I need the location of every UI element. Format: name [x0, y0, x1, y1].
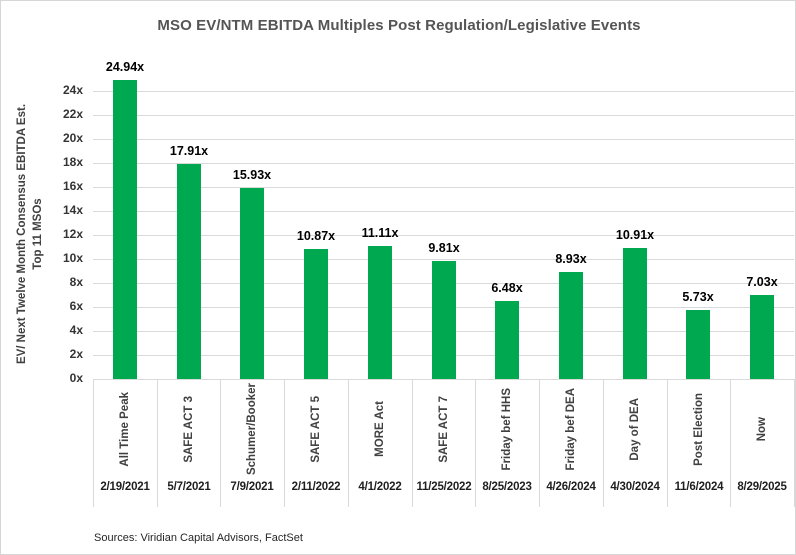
category-label: SAFE ACT 7 [438, 395, 450, 463]
bar-value-label: 10.87x [296, 228, 336, 243]
category-label: Day of DEA [629, 397, 641, 461]
category-cell: SAFE ACT 3 [157, 381, 221, 477]
bar [368, 245, 392, 379]
category-cell: Friday bef DEA [539, 381, 603, 477]
category-cell: SAFE ACT 7 [412, 381, 476, 477]
y-tick-label: 2x [69, 347, 83, 361]
y-tick-label: 6x [69, 299, 83, 313]
bar [686, 310, 710, 379]
gridline [93, 91, 794, 92]
category-cell-border [157, 379, 158, 507]
category-date-label: 11/6/2024 [674, 481, 724, 493]
category-cell: Friday bef HHS [475, 381, 539, 477]
category-cell: MORE Act [348, 381, 412, 477]
y-tick-label: 18x [62, 155, 83, 169]
bar-value-label: 11.11x [361, 225, 399, 240]
bar [304, 248, 328, 379]
y-tick-label: 16x [62, 179, 83, 193]
category-date-label: 8/29/2025 [737, 481, 787, 493]
category-cell: Now [730, 381, 794, 477]
category-date-label: 7/9/2021 [230, 481, 274, 493]
bar-value-label: 15.93x [232, 167, 272, 182]
category-cell: Day of DEA [603, 381, 667, 477]
bar-value-label: 9.81x [428, 241, 460, 256]
bar [623, 248, 647, 379]
category-cell-border [93, 379, 94, 507]
bar-value-label: 10.91x [615, 228, 655, 243]
y-tick-label: 20x [62, 131, 83, 145]
category-label: Schumer/Booker [246, 382, 258, 476]
category-cell: All Time Peak [93, 381, 157, 477]
category-label: SAFE ACT 5 [310, 395, 322, 463]
category-label: Friday bef HHS [501, 387, 513, 471]
gridline [93, 115, 794, 116]
gridline [93, 235, 794, 236]
category-label: All Time Peak [119, 391, 131, 467]
y-tick-label: 8x [69, 275, 83, 289]
gridline [93, 187, 794, 188]
gridline [93, 139, 794, 140]
category-label: Friday bef DEA [565, 387, 577, 471]
category-date-label: 2/11/2022 [291, 481, 341, 493]
y-tick-label: 22x [62, 107, 83, 121]
category-cell-border [667, 379, 668, 507]
gridline [93, 379, 794, 380]
y-tick-label: 0x [69, 371, 83, 385]
source-note: Sources: Viridian Capital Advisors, Fact… [94, 532, 303, 544]
y-tick-label: 4x [69, 323, 83, 337]
category-cell-border [730, 379, 731, 507]
category-date-label: 4/26/2024 [546, 481, 596, 493]
category-label: SAFE ACT 3 [183, 395, 195, 463]
category-date-label: 8/25/2023 [482, 481, 532, 493]
bar [432, 261, 456, 379]
category-date-label: 4/30/2024 [610, 481, 660, 493]
category-cell-border [284, 379, 285, 507]
bar-value-label: 6.48x [491, 281, 523, 296]
chart-title: MSO EV/NTM EBITDA Multiples Post Regulat… [157, 17, 641, 34]
category-cell-border [475, 379, 476, 507]
category-cell: SAFE ACT 5 [284, 381, 348, 477]
category-cell-border [603, 379, 604, 507]
category-cell-border [220, 379, 221, 507]
bar-value-label: 17.91x [169, 144, 209, 159]
bar-value-label: 8.93x [555, 251, 587, 266]
bar [495, 301, 519, 379]
y-tick-label: 14x [62, 203, 83, 217]
y-tick-label: 24x [62, 83, 83, 97]
gridline [93, 259, 794, 260]
bar [113, 79, 137, 379]
category-date-label: 2/19/2021 [100, 481, 150, 493]
category-label: Post Election [693, 392, 705, 466]
gridline [93, 211, 794, 212]
category-cell-border [412, 379, 413, 507]
y-tick-label: 10x [62, 251, 83, 265]
category-cell: Post Election [667, 381, 731, 477]
bar [750, 294, 774, 379]
category-date-label: 4/1/2022 [358, 481, 402, 493]
category-cell-border [794, 379, 795, 507]
bar-value-label: 7.03x [746, 274, 778, 289]
category-label: MORE Act [374, 401, 386, 457]
y-tick-label: 12x [62, 227, 83, 241]
category-cell: Schumer/Booker [220, 381, 284, 477]
category-label: Now [756, 416, 768, 442]
bar [559, 271, 583, 379]
category-cell-border [348, 379, 349, 507]
bar [177, 164, 201, 379]
category-cell-border [539, 379, 540, 507]
category-date-label: 5/7/2021 [167, 481, 211, 493]
bar-value-label: 5.73x [682, 290, 714, 305]
category-date-label: 11/25/2022 [416, 481, 472, 493]
bar [240, 187, 264, 379]
gridline [93, 163, 794, 164]
bar-value-label: 24.94x [105, 59, 145, 74]
